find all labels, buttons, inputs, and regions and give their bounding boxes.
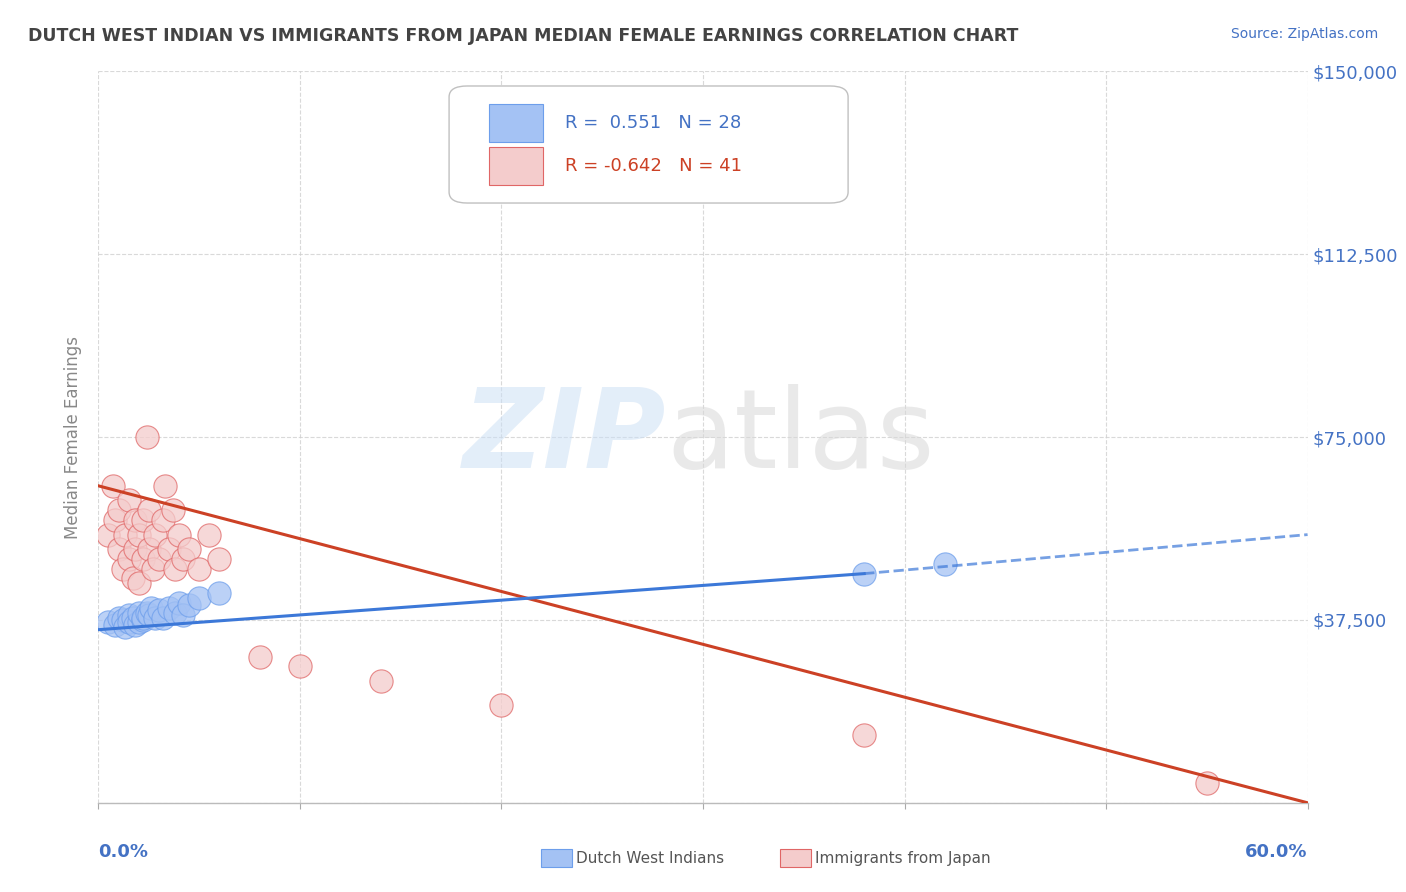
Text: atlas: atlas	[666, 384, 935, 491]
Point	[179, 542, 201, 557]
Point	[288, 659, 311, 673]
Point	[114, 527, 136, 541]
Point	[128, 615, 150, 630]
Point	[162, 503, 184, 517]
Point	[124, 542, 146, 557]
Point	[152, 513, 174, 527]
Point	[103, 513, 125, 527]
Point	[208, 586, 231, 600]
Point	[111, 613, 134, 627]
Text: Immigrants from Japan: Immigrants from Japan	[815, 851, 991, 865]
Point	[107, 503, 129, 517]
Point	[188, 591, 211, 605]
Point	[124, 617, 146, 632]
Point	[853, 566, 876, 581]
Text: R = -0.642   N = 41: R = -0.642 N = 41	[565, 158, 742, 176]
Point	[153, 479, 176, 493]
Y-axis label: Median Female Earnings: Median Female Earnings	[65, 335, 83, 539]
Point	[103, 617, 125, 632]
Point	[135, 606, 157, 620]
Point	[128, 576, 150, 591]
Point	[249, 649, 271, 664]
Text: R =  0.551   N = 28: R = 0.551 N = 28	[565, 113, 741, 131]
Point	[114, 620, 136, 634]
Point	[143, 610, 166, 624]
Point	[143, 527, 166, 541]
Point	[111, 562, 134, 576]
Point	[139, 600, 162, 615]
Point	[152, 610, 174, 624]
Point	[121, 610, 143, 624]
Point	[124, 513, 146, 527]
Point	[172, 608, 194, 623]
Text: 60.0%: 60.0%	[1246, 843, 1308, 861]
Point	[198, 527, 221, 541]
FancyBboxPatch shape	[449, 86, 848, 203]
Point	[121, 572, 143, 586]
Point	[118, 552, 141, 566]
Point	[163, 562, 186, 576]
Point	[853, 727, 876, 741]
Point	[491, 698, 513, 713]
Point	[132, 552, 155, 566]
Point	[934, 557, 956, 571]
Point	[138, 542, 160, 557]
Point	[107, 610, 129, 624]
Point	[135, 430, 157, 444]
Point	[107, 542, 129, 557]
Point	[118, 493, 141, 508]
Point	[142, 562, 165, 576]
Point	[1195, 776, 1218, 790]
Text: Dutch West Indians: Dutch West Indians	[576, 851, 724, 865]
Point	[148, 603, 170, 617]
Point	[118, 615, 141, 630]
Point	[101, 479, 124, 493]
Point	[128, 527, 150, 541]
Point	[179, 599, 201, 613]
Point	[118, 608, 141, 623]
Point	[97, 615, 120, 630]
Point	[138, 608, 160, 623]
Bar	[489, 103, 543, 142]
Text: ZIP: ZIP	[463, 384, 666, 491]
Text: 0.0%: 0.0%	[98, 843, 149, 861]
Point	[172, 552, 194, 566]
Point	[148, 552, 170, 566]
Bar	[541, 849, 572, 867]
Point	[138, 503, 160, 517]
Point	[208, 552, 231, 566]
Point	[167, 596, 190, 610]
Point	[132, 610, 155, 624]
Point	[167, 527, 190, 541]
Point	[188, 562, 211, 576]
Bar	[780, 849, 811, 867]
Point	[97, 527, 120, 541]
Text: DUTCH WEST INDIAN VS IMMIGRANTS FROM JAPAN MEDIAN FEMALE EARNINGS CORRELATION CH: DUTCH WEST INDIAN VS IMMIGRANTS FROM JAP…	[28, 27, 1018, 45]
Point	[132, 613, 155, 627]
Point	[157, 542, 180, 557]
Point	[163, 606, 186, 620]
Text: Source: ZipAtlas.com: Source: ZipAtlas.com	[1230, 27, 1378, 41]
Point	[370, 673, 392, 688]
Bar	[489, 147, 543, 186]
Point	[157, 600, 180, 615]
Point	[128, 606, 150, 620]
Point	[132, 513, 155, 527]
